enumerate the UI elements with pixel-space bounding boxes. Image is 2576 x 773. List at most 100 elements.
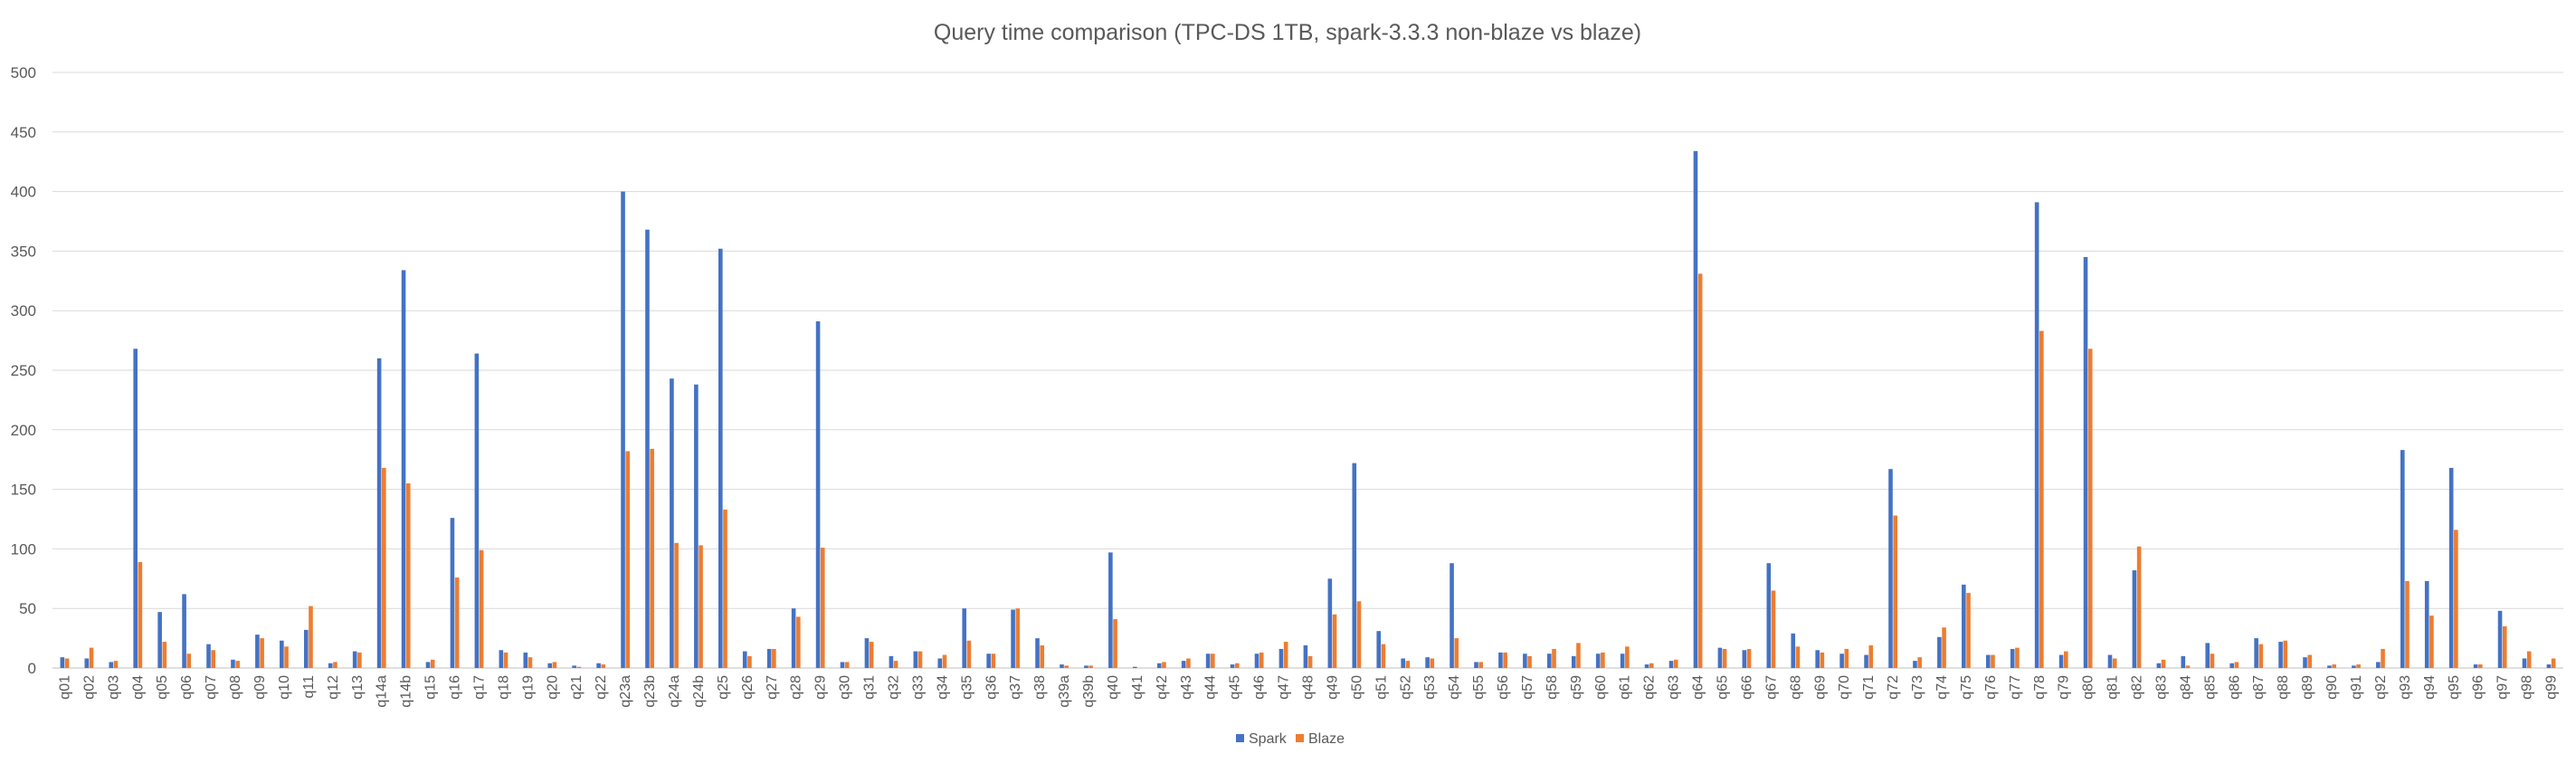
x-tick-label: q12 (326, 675, 341, 700)
y-tick-label: 150 (11, 482, 36, 499)
x-tick-label: q17 (471, 675, 487, 700)
bar-blaze (382, 467, 386, 668)
bar-spark (1084, 665, 1088, 668)
bar-blaze (2478, 664, 2483, 668)
bar-blaze (162, 642, 167, 668)
x-tick-label: q74 (1934, 675, 1950, 700)
bar-spark (1864, 654, 1868, 668)
x-tick-label: q50 (1349, 675, 1364, 700)
bar-spark (1205, 654, 1211, 668)
x-tick-label: q49 (1325, 675, 1340, 700)
bar-blaze (1625, 646, 1630, 668)
x-tick-label: q09 (252, 675, 268, 700)
x-tick-label: q33 (910, 675, 926, 700)
x-tick-label: q48 (1301, 675, 1317, 700)
bar-spark (1962, 584, 1966, 668)
x-tick-label: q23a (618, 675, 633, 708)
x-tick-label: q70 (1837, 675, 1852, 700)
bar-spark (1742, 650, 1747, 668)
bar-spark (986, 654, 991, 668)
x-tick-label: q39b (1081, 675, 1097, 708)
bar-blaze (1722, 648, 1727, 668)
bar-spark (523, 652, 528, 668)
bar-spark (2303, 657, 2307, 668)
x-tick-label: q69 (1812, 675, 1828, 700)
x-tick-label: q06 (179, 675, 195, 700)
bar-blaze (479, 549, 484, 668)
bar-spark (670, 378, 674, 668)
x-tick-label: q28 (789, 675, 804, 700)
bar-spark (2010, 648, 2015, 668)
bar-spark (962, 608, 967, 668)
bar-blaze (576, 666, 582, 668)
bar-blaze (2454, 530, 2458, 668)
bar-spark (1937, 636, 1942, 668)
bar-blaze (2332, 664, 2336, 668)
bar-spark (231, 659, 235, 668)
bar-spark (2473, 664, 2478, 668)
bar-blaze (1697, 273, 1703, 668)
x-tick-label: q13 (350, 675, 366, 700)
x-tick-label: q29 (813, 675, 829, 700)
x-tick-label: q95 (2447, 675, 2462, 700)
bar-spark (1230, 664, 1235, 668)
bar-blaze (113, 661, 119, 668)
x-tick-label: q87 (2251, 675, 2267, 700)
bar-blaze (309, 606, 313, 668)
x-tick-label: q98 (2520, 675, 2535, 700)
bar-blaze (869, 642, 874, 668)
bar-blaze (1283, 642, 1288, 668)
bar-blaze (1356, 601, 1362, 668)
bar-spark (1839, 654, 1844, 668)
x-tick-label: q21 (569, 675, 585, 700)
x-tick-label: q77 (2008, 675, 2023, 700)
x-tick-label: q65 (1716, 675, 1731, 700)
bar-spark (2083, 256, 2088, 668)
bar-blaze (796, 616, 801, 668)
bar-blaze (2356, 664, 2361, 668)
bar-blaze (942, 654, 947, 668)
bar-spark (864, 638, 870, 668)
x-tick-label: q14a (375, 675, 390, 708)
x-tick-label: q52 (1398, 675, 1413, 700)
x-tick-label: q75 (1959, 675, 1974, 700)
bar-blaze (1186, 658, 1191, 668)
bar-spark (1450, 563, 1454, 668)
x-tick-label: q26 (740, 675, 756, 700)
bar-blaze (186, 654, 192, 668)
bar-spark (1644, 664, 1649, 668)
bar-blaze (1844, 648, 1849, 668)
x-tick-label: q46 (1252, 675, 1268, 700)
bar-blaze (2161, 659, 2166, 668)
bar-blaze (1917, 657, 1922, 668)
bar-spark (401, 270, 406, 668)
bar-blaze (1673, 659, 1678, 668)
bar-blaze (1552, 648, 1556, 668)
bar-blaze (1795, 646, 1801, 668)
bar-blaze (772, 648, 776, 668)
x-tick-label: q15 (423, 675, 439, 700)
x-tick-label: q94 (2422, 675, 2438, 700)
x-tick-label: q84 (2178, 675, 2193, 700)
x-tick-label: q16 (448, 675, 463, 700)
bar-blaze (2063, 651, 2068, 668)
bar-blaze (991, 654, 996, 668)
x-tick-label: q31 (862, 675, 878, 700)
bar-blaze (2087, 348, 2093, 668)
bar-spark (742, 651, 747, 668)
bar-spark (280, 640, 284, 668)
bar-spark (1060, 664, 1064, 668)
bar-spark (815, 321, 821, 668)
bar-spark (694, 384, 699, 668)
y-tick-label: 100 (11, 540, 36, 558)
gridlines (52, 72, 2563, 669)
bar-spark (1620, 654, 1625, 668)
x-tick-label: q73 (1910, 675, 1925, 700)
bar-blaze (333, 662, 337, 668)
x-tick-label: q54 (1447, 675, 1462, 700)
y-tick-label: 300 (11, 302, 36, 320)
bars (60, 150, 2556, 669)
bar-blaze (1966, 593, 1971, 668)
bar-blaze (2234, 662, 2239, 668)
